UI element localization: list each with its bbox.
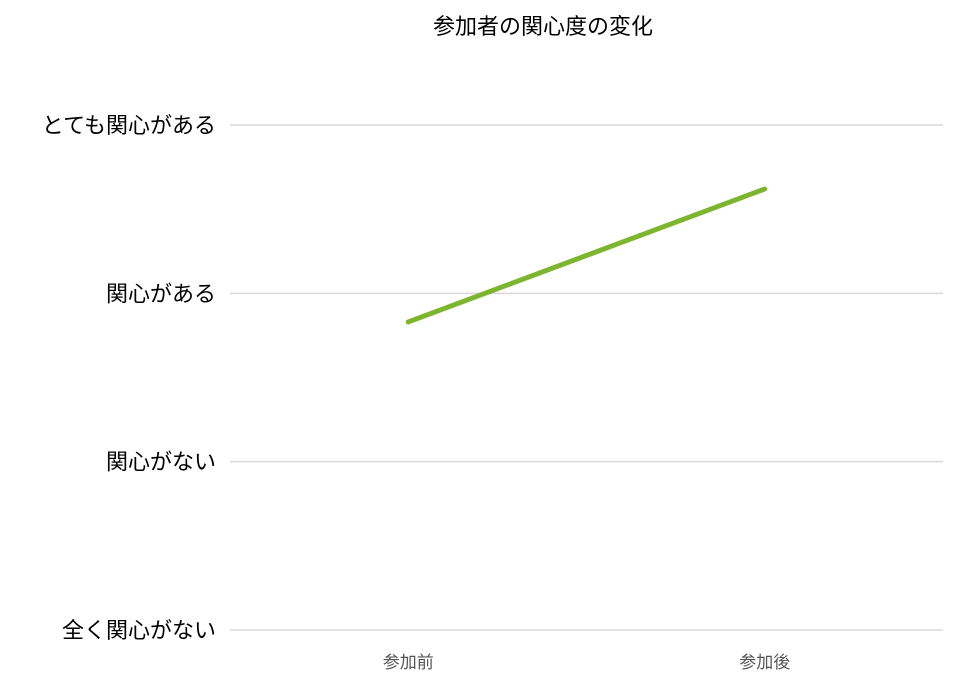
series-line (405, 186, 768, 325)
series-layer (405, 186, 768, 325)
x-tick-label: 参加後 (739, 653, 790, 673)
y-tick-label: 関心がない (106, 451, 216, 476)
x-axis-tick-labels: 参加前 参加後 (383, 653, 791, 673)
y-tick-label: 関心がある (106, 282, 216, 307)
y-tick-label: 全く関心がない (62, 619, 216, 644)
y-tick-label: とても関心がある (42, 114, 216, 139)
x-tick-label: 参加前 (383, 653, 434, 673)
y-axis-tick-labels: 全く関心がない 関心がない 関心がある とても関心がある (42, 114, 216, 644)
chart-title: 参加者の関心度の変化 (433, 15, 653, 40)
gridlines (230, 124, 943, 631)
